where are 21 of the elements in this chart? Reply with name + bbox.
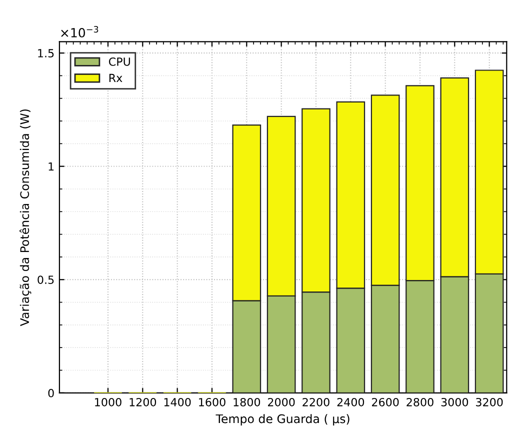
x-tick-label: 2200 [302,398,330,406]
x-tick-label: 1800 [234,398,260,406]
x-tick-label: 1600 [199,398,226,406]
x-tick-label: 2600 [372,398,399,406]
x-tick-label: 1000 [95,398,122,406]
x-tick-label: 2800 [406,398,434,406]
legend-label: Rx [109,74,122,82]
legend-label: CPU [108,57,130,66]
x-axis-title: Tempo de Guarda ( μs) [216,414,350,426]
y-tick-label: 1.5 [38,49,54,58]
x-tick-label: 1200 [130,398,156,406]
y-tick-label: 0.5 [38,276,54,284]
y-axis-title: Variação da Potência Consumida (W) [19,109,32,326]
y-tick-label: 1 [48,162,54,171]
x-tick-label: 1400 [164,398,191,406]
x-tick-label: 3000 [441,398,468,406]
text: ×10$^{−3}$ [61,26,98,38]
x-tick-label: 3200 [476,398,503,406]
y-tick-label: 0 [48,388,54,398]
x-tick-label: 2400 [337,398,364,406]
x-tick-label: 2000 [268,398,295,406]
